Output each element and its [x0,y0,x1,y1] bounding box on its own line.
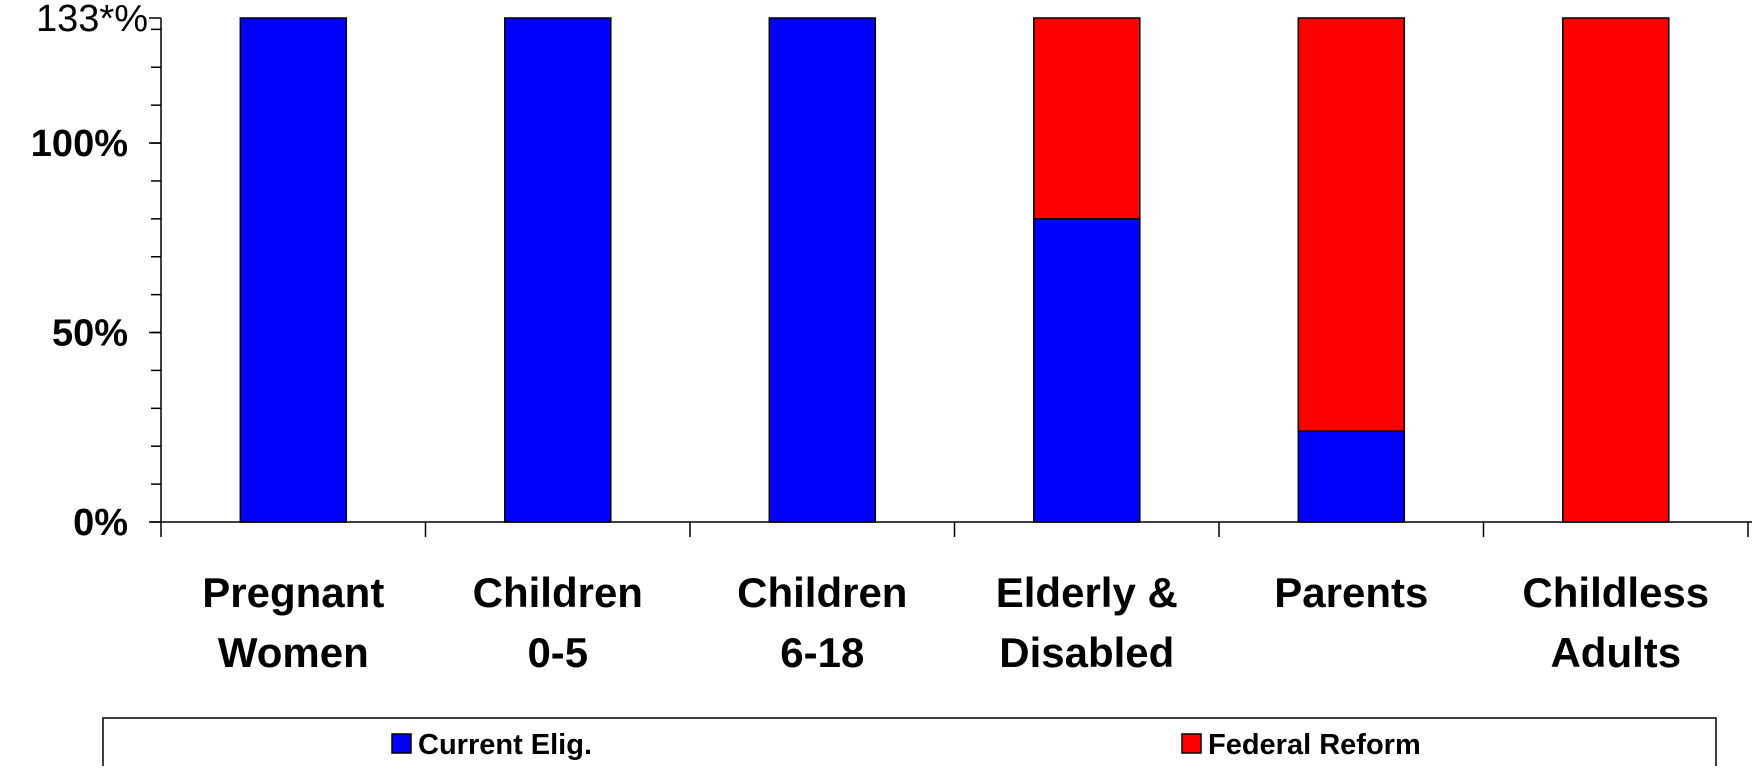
x-category-label: Children [473,569,643,616]
x-category-label: Pregnant [202,569,384,616]
legend: Current Elig. Federal Reform [102,717,1717,771]
legend-label: Current Elig. [418,729,592,761]
legend-label: Federal Reform [1208,729,1421,761]
y-tick-label: 100% [31,123,128,165]
legend-box [102,717,1717,771]
bar-reform-5 [1562,17,1670,523]
legend-swatch-current [391,733,412,754]
legend-swatch-reform [1181,733,1202,754]
axes-group [149,17,1752,537]
bar-current-4 [1297,430,1406,523]
bar-current-1 [504,17,612,523]
bar-reform-3 [1033,17,1141,220]
x-category-label: Childless [1522,569,1709,616]
bar-current-3 [1033,218,1141,523]
y-tick-label: 133*% [36,0,148,40]
y-tick-label: 50% [52,313,128,355]
bars-group [239,17,1670,523]
y-tick-label: 0% [73,502,128,544]
bar-reform-4 [1297,17,1406,432]
x-category-label: Disabled [999,629,1174,676]
x-category-label: 6-18 [780,629,864,676]
y-tick-labels: 0% 50% 100% 133*% [31,0,148,544]
bar-current-0 [239,17,348,523]
x-category-labels: Pregnant Women Children 0-5 Children 6-18 Elde… [202,569,1709,676]
x-category-label: Parents [1274,569,1428,616]
x-category-label: Women [218,629,369,676]
x-category-label: Adults [1550,629,1681,676]
x-category-label: Children [737,569,907,616]
x-category-label: 0-5 [527,629,588,676]
bar-current-2 [768,17,877,523]
x-category-label: Elderly & [996,569,1178,616]
